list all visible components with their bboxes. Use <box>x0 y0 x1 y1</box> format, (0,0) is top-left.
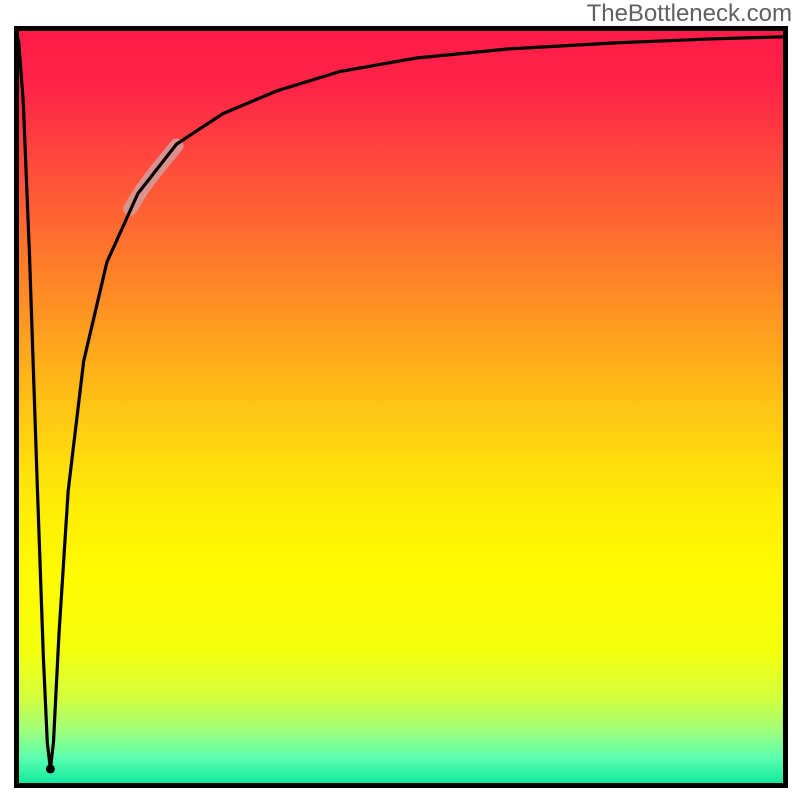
plot-background-gradient <box>14 26 788 788</box>
attribution-text: TheBottleneck.com <box>587 0 792 29</box>
plot-area <box>14 26 788 788</box>
chart-frame: TheBottleneck.com <box>0 0 800 800</box>
